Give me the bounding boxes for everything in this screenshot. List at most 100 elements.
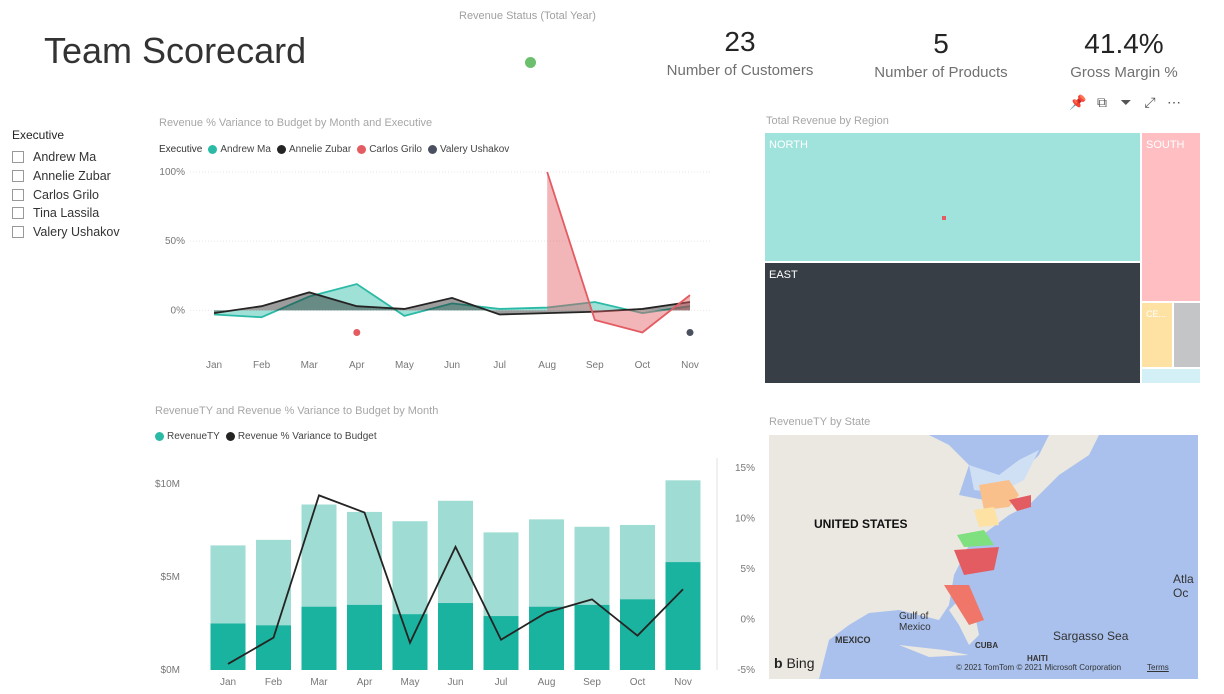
legend-marker [225, 432, 235, 441]
slicer-item-label: Andrew Ma [33, 150, 97, 165]
legend-item-annelie-zubar[interactable]: Annelie Zubar [276, 144, 352, 155]
checkbox[interactable] [12, 207, 24, 220]
line-chart[interactable]: 100% 50% 0% Jan Feb Mar Apr May Jun Jul Aug Sep Oct N… [150, 160, 720, 382]
bing-icon: b [774, 655, 783, 671]
data-point [353, 328, 361, 336]
slicer-item-annelie-zubar[interactable]: Annelie Zubar [12, 167, 120, 186]
state-nc[interactable] [954, 547, 999, 575]
slicer-item-label: Tina Lassila [33, 206, 100, 221]
kpi-label: Number of Customers [666, 62, 814, 79]
state-pa[interactable] [974, 507, 999, 527]
legend-marker [155, 432, 164, 441]
x-tick-label: May [401, 677, 420, 688]
x-tick-label: Jul [493, 360, 506, 371]
slicer-item-valery-ushakov[interactable]: Valery Ushakov [12, 223, 120, 242]
bar-lower [665, 562, 701, 670]
selection-marker [942, 216, 946, 220]
page-title: Team Scorecard [44, 30, 307, 71]
treemap-tile-north[interactable]: NORTH [765, 133, 1140, 261]
kpi-label: Gross Margin % [1070, 64, 1178, 81]
bar-lower [438, 603, 473, 670]
combo-chart[interactable]: $10M $5M $0M 15% 10% 5% 0% -5% Jan Feb Mar Apr May Ju… [150, 448, 765, 692]
bing-logo[interactable]: b Bing [774, 655, 814, 671]
kpi-card-products[interactable]: 5 Number of Products [866, 28, 1016, 81]
x-tick-label: Jan [220, 677, 236, 688]
legend-label: Annelie Zubar [288, 144, 352, 155]
treemap-tile-small[interactable] [1142, 369, 1200, 383]
pin-icon[interactable]: 📌 [1069, 93, 1087, 110]
kpi-label: Number of Products [874, 64, 1008, 81]
state-va[interactable] [957, 530, 994, 547]
treemap-tile-gray[interactable] [1174, 303, 1200, 367]
tile-label: SOUTH [1146, 139, 1185, 151]
tile-label: EAST [769, 269, 798, 281]
map-label-mexico: MEXICO [835, 635, 871, 645]
treemap[interactable]: NORTH EAST SOUTH CE... [765, 133, 1200, 383]
checkbox[interactable] [12, 226, 24, 239]
slicer-item-carlos-grilo[interactable]: Carlos Grilo [12, 185, 120, 204]
checkbox[interactable] [12, 170, 24, 183]
legend-item-andrew-ma[interactable]: Andrew Ma [208, 144, 271, 155]
cuba-land [899, 645, 969, 657]
map-title: RevenueTY by State [769, 416, 871, 428]
visual-header-toolbar: 📌 ⧉ ⏷ ⤢ ⋯ [1066, 92, 1186, 112]
state-fl[interactable] [944, 585, 984, 625]
legend-item-variance[interactable]: Revenue % Variance to Budget [225, 431, 377, 442]
tile-label: CE... [1146, 309, 1167, 319]
executive-slicer: Executive Andrew Ma Annelie Zubar Carlos… [12, 128, 120, 241]
state-ma[interactable] [1009, 495, 1031, 511]
slicer-item-tina-lassila[interactable]: Tina Lassila [12, 204, 120, 223]
state-ny[interactable] [979, 480, 1019, 510]
map-terms-link[interactable]: Terms [1147, 663, 1169, 672]
copy-icon[interactable]: ⧉ [1097, 93, 1107, 110]
x-tick-label: Apr [349, 360, 365, 371]
legend-item-valery-ushakov[interactable]: Valery Ushakov [428, 144, 509, 155]
slicer-item-label: Carlos Grilo [33, 187, 99, 202]
focus-mode-icon[interactable]: ⤢ [1144, 93, 1156, 110]
bar-lower [574, 604, 610, 670]
legend-title: Executive [159, 144, 203, 155]
revenue-status-indicator[interactable] [525, 57, 536, 68]
line-chart-title: Revenue % Variance to Budget by Month an… [159, 117, 433, 129]
treemap-tile-east[interactable]: EAST [765, 263, 1140, 383]
legend-marker [357, 145, 367, 154]
x-tick-label: Apr [357, 677, 373, 688]
tile-label: NORTH [769, 139, 808, 151]
treemap-tile-central[interactable]: CE... [1142, 303, 1172, 367]
map-label-atlantic: Atla Oc [1173, 572, 1194, 600]
x-tick-label: Feb [253, 360, 271, 371]
slicer-item-andrew-ma[interactable]: Andrew Ma [12, 148, 120, 167]
legend-item-revenuety[interactable]: RevenueTY [155, 431, 220, 442]
series-line [213, 291, 691, 316]
series-area [547, 172, 690, 333]
x-tick-label: Mar [310, 677, 328, 688]
slicer-item-label: Valery Ushakov [33, 225, 120, 240]
treemap-title: Total Revenue by Region [766, 115, 889, 127]
y2-tick-label: 10% [735, 514, 755, 525]
bing-label: Bing [786, 655, 815, 671]
x-tick-label: Jun [444, 360, 460, 371]
kpi-card-gross-margin[interactable]: 41.4% Gross Margin % [1064, 28, 1184, 81]
kpi-card-customers[interactable]: 23 Number of Customers [660, 26, 820, 79]
checkbox[interactable] [12, 151, 24, 164]
legend-item-carlos-grilo[interactable]: Carlos Grilo [357, 144, 422, 155]
x-tick-label: Feb [265, 677, 283, 688]
revenue-status-title: Revenue Status (Total Year) [459, 10, 596, 22]
checkbox[interactable] [12, 188, 24, 201]
bar-lower [529, 606, 564, 670]
variance-line [227, 494, 684, 665]
legend-label: Valery Ushakov [440, 144, 510, 155]
x-tick-label: Jun [447, 677, 463, 688]
revenue-by-state-map[interactable]: UNITED STATES Gulf of Mexico MEXICO CUBA… [769, 435, 1198, 679]
y-tick-label: $5M [161, 572, 180, 583]
series-line [213, 283, 691, 319]
y2-tick-label: 5% [741, 564, 756, 575]
bar-lower [256, 625, 291, 670]
kpi-value: 23 [724, 26, 756, 57]
map-base [769, 435, 1099, 679]
filter-icon[interactable]: ⏷ [1120, 93, 1132, 110]
slicer-item-label: Annelie Zubar [33, 169, 111, 184]
map-copyright: © 2021 TomTom © 2021 Microsoft Corporati… [956, 663, 1122, 672]
more-options-icon[interactable]: ⋯ [1167, 93, 1181, 110]
treemap-tile-south[interactable]: SOUTH [1142, 133, 1200, 301]
